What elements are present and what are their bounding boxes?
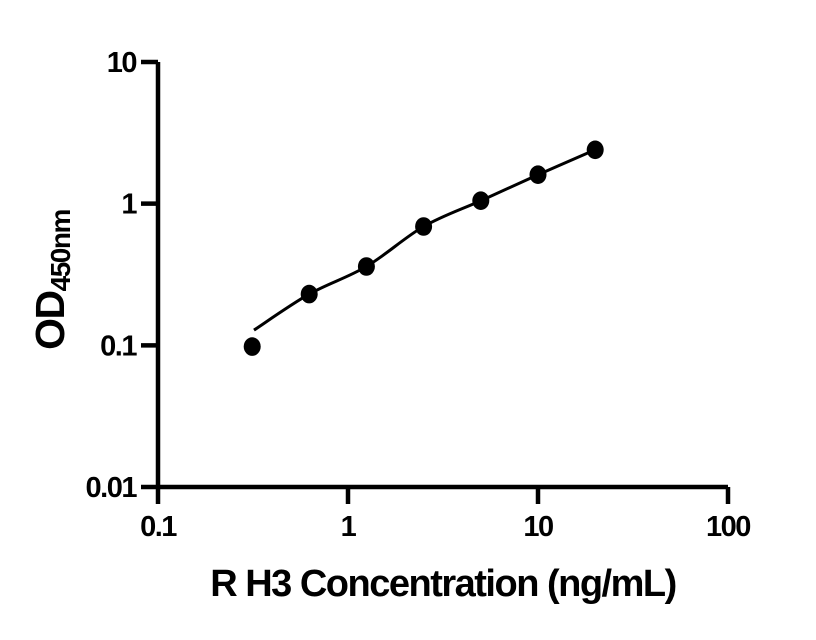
y-axis-title-subscript: 450nm (45, 210, 76, 292)
data-point-marker (243, 337, 261, 356)
x-tick-label: 0.1 (140, 511, 177, 543)
y-axis-title: OD450nm (27, 210, 76, 350)
x-tick-label: 100 (706, 511, 750, 543)
data-point-marker (300, 284, 318, 304)
y-tick-label: 1 (121, 189, 137, 221)
data-point-marker (529, 165, 547, 184)
y-tick-label: 10 (107, 47, 137, 79)
y-axis-title-main: OD (27, 291, 73, 350)
x-axis-title: R H3 Concentration (ng/mL) (210, 563, 676, 605)
y-tick-label: 0.1 (100, 330, 137, 362)
data-point-marker (357, 257, 375, 276)
data-point-marker (472, 191, 490, 210)
x-tick-label: 10 (523, 511, 553, 543)
plot-layer (243, 140, 604, 356)
y-tick-label: 0.01 (86, 472, 138, 504)
x-tick-label: 1 (341, 511, 357, 543)
data-point-marker (415, 217, 433, 236)
data-point-marker (586, 140, 604, 160)
